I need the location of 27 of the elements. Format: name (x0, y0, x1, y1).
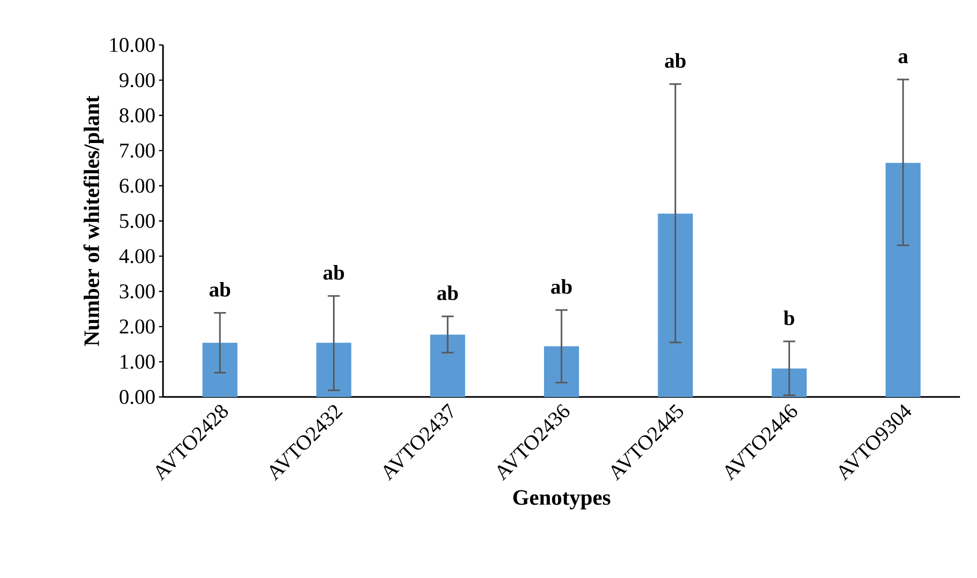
y-tick-label: 0.00 (120, 390, 155, 404)
y-tick-label: 3.00 (120, 284, 155, 298)
annotation: ab (664, 53, 686, 68)
bar (544, 346, 580, 397)
bar (886, 162, 921, 397)
y-tick-label: 8.00 (120, 108, 155, 122)
x-axis-title: Genotypes (513, 490, 610, 510)
annotation: ab (551, 279, 572, 294)
bar (658, 214, 693, 397)
y-tick-label: 7.00 (120, 143, 155, 158)
y-tick-label: 5.00 (120, 214, 155, 228)
y-tick-label: 4.00 (119, 249, 155, 264)
bar (772, 368, 807, 397)
y-tick-label: 6.00 (120, 178, 155, 193)
bar (430, 334, 466, 397)
y-tick-label: 1.00 (120, 354, 155, 369)
bar (202, 342, 238, 397)
y-axis-title: Number of whitefiles/plant (83, 96, 104, 346)
annotation: b (784, 310, 794, 326)
annotation: ab (437, 285, 458, 300)
bar (316, 342, 352, 397)
annotation: ab (323, 265, 344, 280)
annotation: a (898, 53, 908, 64)
y-tick-label: 10.00 (110, 38, 155, 52)
y-tick-label: 9.00 (120, 73, 155, 88)
annotation: ab (210, 282, 230, 297)
y-tick-label: 2.00 (120, 319, 155, 334)
